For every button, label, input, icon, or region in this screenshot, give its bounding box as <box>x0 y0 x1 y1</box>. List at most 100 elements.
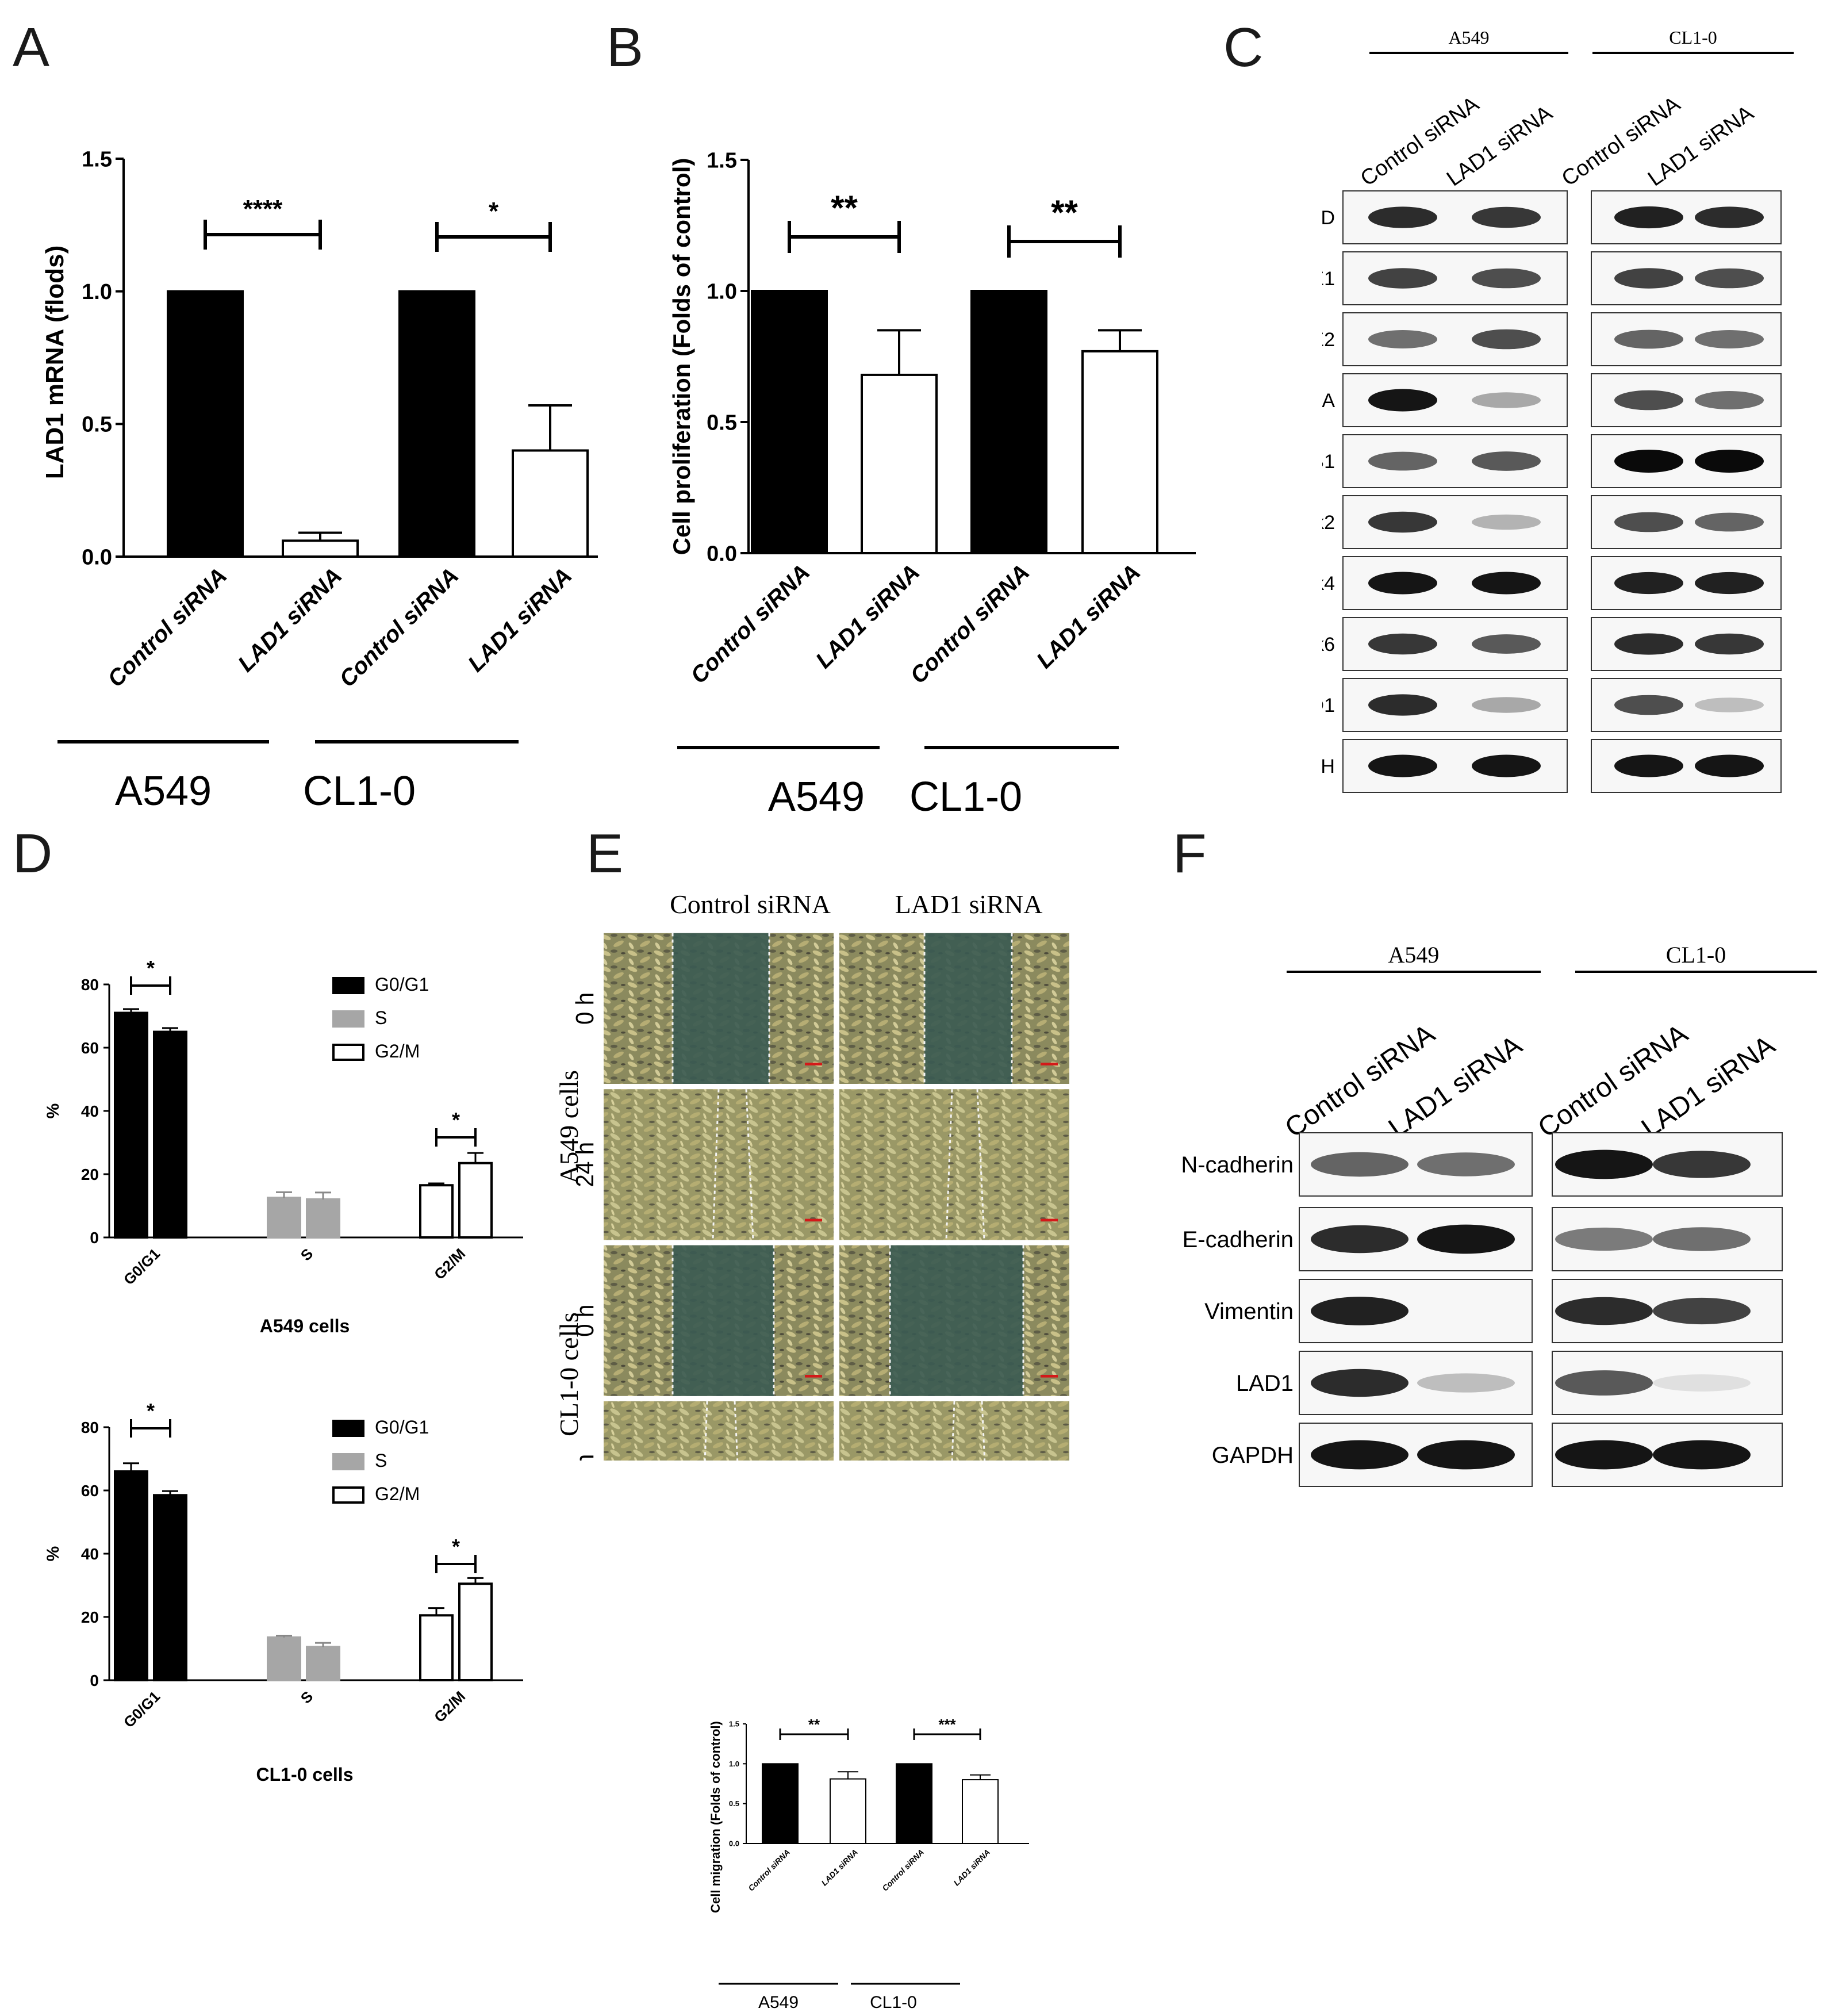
blot-c-protein-label: Cyclin E2 <box>1322 329 1335 351</box>
chart-a-ylabel: LAD1 mRNA (flods) <box>41 246 69 480</box>
panel-letter-a: A <box>13 17 50 78</box>
undefined-category-label: LAD1 siRNA <box>819 1848 859 1888</box>
blot-c-band <box>1472 572 1541 595</box>
undefined-ytick-label: 1.0 <box>707 279 737 304</box>
blot-c-band <box>1695 633 1764 655</box>
undefined-category-label: LAD1 siRNA <box>811 559 925 673</box>
undefined-sig-label: ** <box>1051 193 1078 232</box>
timepoint-label: 0 h <box>570 992 598 1025</box>
blot-c-protein-label: Cyclin A <box>1322 390 1335 412</box>
blot-c-band <box>1614 695 1683 715</box>
undefined-category-label: Control siRNA <box>880 1848 926 1893</box>
blot-c-band <box>1695 206 1764 228</box>
undefined-sig-label: * <box>489 197 499 225</box>
undefined-category-label: LAD1 siRNA <box>951 1848 992 1888</box>
blot-c-band <box>1368 389 1437 412</box>
undefined-category-label: LAD1 siRNA <box>1032 559 1146 673</box>
blot-c-band <box>1614 754 1683 777</box>
scratch-col-label-lad1: LAD1 siRNA <box>895 890 1043 919</box>
undefined-group-label: CL1-0 <box>909 774 1022 817</box>
blot-f-band <box>1653 1440 1751 1470</box>
blot-c-protein-label: Cyclin D <box>1322 207 1335 229</box>
chart-d1-legend-swatch <box>332 1044 364 1061</box>
blot-f-band <box>1653 1297 1751 1325</box>
chart-d2-legend-label: G2/M <box>375 1484 420 1504</box>
blot-c-band <box>1368 451 1437 471</box>
blot-c-band <box>1368 633 1437 655</box>
scale-bar <box>1041 1375 1058 1378</box>
undefined-category-label: Control siRNA <box>103 563 232 692</box>
blot-c-band <box>1695 268 1764 289</box>
chart-d2-bar <box>419 1614 454 1681</box>
blot-c-band <box>1614 572 1683 595</box>
undefined-category-label: Control siRNA <box>746 1848 792 1893</box>
blot-c-band <box>1695 697 1764 712</box>
panel-letter-e: E <box>586 823 624 884</box>
blot-c-band <box>1614 268 1683 289</box>
chart-b-ylabel: Cell proliferation (Folds of control) <box>668 158 695 555</box>
undefined-sig-label: ** <box>831 189 858 227</box>
undefined-bar <box>282 539 359 558</box>
micrograph <box>604 1089 834 1240</box>
chart-d2-legend-swatch <box>332 1453 364 1470</box>
blot-c-band <box>1368 268 1437 289</box>
undefined-category-label: Control siRNA <box>686 559 815 688</box>
blot-c-band <box>1614 633 1683 655</box>
undefined-category-label: LAD1 siRNA <box>463 563 577 677</box>
chart-d1-bar <box>153 1030 187 1239</box>
chart-d2-ylabel: % <box>44 1546 63 1562</box>
undefined-bar <box>167 290 244 558</box>
undefined-bar <box>751 290 828 554</box>
scratch-gap <box>924 933 1012 1084</box>
undefined-category-label: LAD1 siRNA <box>233 563 347 677</box>
undefined-ytick-label: 1.0 <box>82 280 112 304</box>
chart-d2-ytick-label: 60 <box>81 1482 99 1500</box>
undefined-group-label: A549 <box>758 1993 799 2012</box>
blot-c-band <box>1472 268 1541 289</box>
scratch-gap <box>673 1245 774 1396</box>
undefined-ytick-label: 0.0 <box>82 545 112 569</box>
blot-c-band <box>1695 572 1764 595</box>
blot-f-band <box>1555 1297 1653 1325</box>
chart-d2-legend-swatch <box>332 1420 364 1437</box>
panel-letter-c: C <box>1223 17 1264 78</box>
scratch-cellline-cl10-text: CL1-0 cells <box>554 1312 584 1436</box>
chart-d2-bar <box>153 1494 187 1681</box>
scale-bar <box>805 1218 822 1222</box>
chart-d2-sig-label: * <box>147 1403 155 1423</box>
chart-d1-category-label: G0/G1 <box>120 1245 163 1288</box>
undefined-ytick-label: 1.0 <box>729 1760 739 1768</box>
blot-f-band <box>1417 1440 1515 1470</box>
blot-f-protein-label: GAPDH <box>1212 1443 1294 1468</box>
undefined-ytick-label: 0.0 <box>707 542 737 566</box>
chart-d2-ytick-label: 40 <box>81 1545 99 1563</box>
chart-d2-title: CL1-0 cells <box>256 1764 354 1785</box>
chart-d2-category-label: G2/M <box>431 1688 469 1726</box>
undefined-ytick-label: 0.5 <box>707 411 737 435</box>
chart-d2: 0 20 40 60 80% G0/G1 S G2/M * * G0/G1 S G2/M CL1-0 c… <box>44 1403 523 1785</box>
blot-c-band <box>1368 572 1437 595</box>
blot-f-band <box>1311 1369 1408 1397</box>
chart-d1: 0 20 40 60 80% G0/G1 S G2/M * * G0/G1 S G2/M A549 ce… <box>44 956 523 1336</box>
blot-c-band <box>1614 390 1683 411</box>
blot-f-band <box>1311 1152 1408 1177</box>
blot-c-protein-label: Cyclin E1 <box>1322 268 1335 290</box>
chart-d1-title: A549 cells <box>260 1316 350 1336</box>
blot-c-protein-label: Cdk2 <box>1322 512 1335 534</box>
undefined-ytick-label: 0.0 <box>729 1839 739 1848</box>
timepoint-label: 24 h <box>570 1454 598 1461</box>
blot-f-protein-label: E-cadherin <box>1183 1227 1294 1252</box>
blot-f-protein-label: Vimentin <box>1204 1299 1294 1324</box>
blot-f-band <box>1311 1225 1408 1254</box>
blot-f-band <box>1417 1152 1515 1176</box>
blot-c-band <box>1472 329 1541 350</box>
blot-c-protein-label: LAD1 <box>1322 695 1335 716</box>
blot-c-band <box>1368 694 1437 716</box>
blot-f-band <box>1653 1227 1751 1251</box>
micrograph <box>839 1401 1069 1461</box>
